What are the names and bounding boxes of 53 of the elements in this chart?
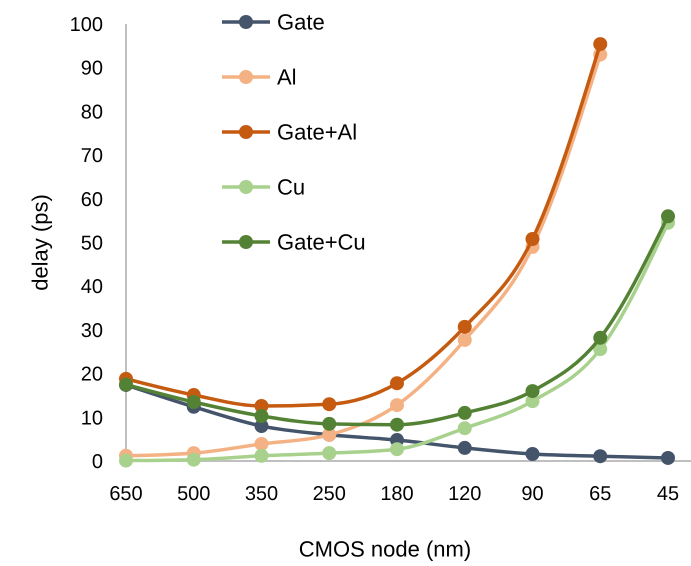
point [526, 384, 540, 398]
point [593, 449, 608, 464]
y-tick-label: 100 [70, 14, 103, 36]
point [254, 408, 268, 423]
x-tick-label: 500 [177, 483, 210, 505]
x-tick-label: 180 [380, 483, 414, 505]
point [322, 416, 336, 431]
legend-label: Cu [277, 174, 306, 200]
y-tick-label: 50 [80, 232, 103, 254]
point [661, 450, 675, 465]
y-tick-label: 10 [80, 407, 103, 430]
y-tick-label: 70 [80, 145, 103, 168]
point [458, 332, 472, 347]
point [186, 452, 201, 467]
point [390, 418, 404, 432]
y-tick-label: 30 [80, 320, 103, 342]
legend-label: Al [277, 64, 297, 90]
y-tick-label: 40 [80, 276, 103, 298]
point [186, 395, 201, 410]
legend-label: Gate [277, 10, 325, 35]
point [390, 376, 404, 390]
point [458, 406, 472, 420]
y-tick-label: 0 [92, 451, 103, 473]
point [458, 421, 472, 436]
point [322, 397, 336, 412]
point [390, 442, 404, 456]
y-tick-label: 60 [80, 188, 103, 211]
x-tick-label: 45 [656, 483, 680, 505]
point [254, 448, 268, 463]
y-tick-label: 20 [80, 364, 103, 386]
x-tick-label: 90 [521, 483, 544, 505]
x-axis-title: CMOS node (nm) [298, 536, 472, 562]
x-tick-label: 120 [448, 483, 482, 505]
point [458, 440, 472, 455]
y-tick-label: 80 [80, 101, 103, 124]
y-axis-title: delay (ps) [28, 194, 53, 291]
legend-label: Gate+Al [277, 120, 358, 145]
legend-label: Gate+Cu [277, 230, 366, 255]
x-tick-label: 650 [109, 483, 143, 505]
point [254, 436, 268, 451]
x-tick-label: 65 [589, 483, 612, 505]
point [526, 232, 540, 246]
point [661, 209, 675, 224]
point [119, 454, 133, 468]
point [526, 447, 540, 462]
point [593, 330, 608, 345]
point [390, 398, 404, 412]
x-tick-label: 250 [312, 483, 346, 505]
point [322, 446, 336, 460]
y-tick-label: 90 [80, 58, 103, 80]
point [593, 37, 608, 52]
point [458, 320, 472, 334]
x-tick-label: 350 [244, 483, 278, 505]
